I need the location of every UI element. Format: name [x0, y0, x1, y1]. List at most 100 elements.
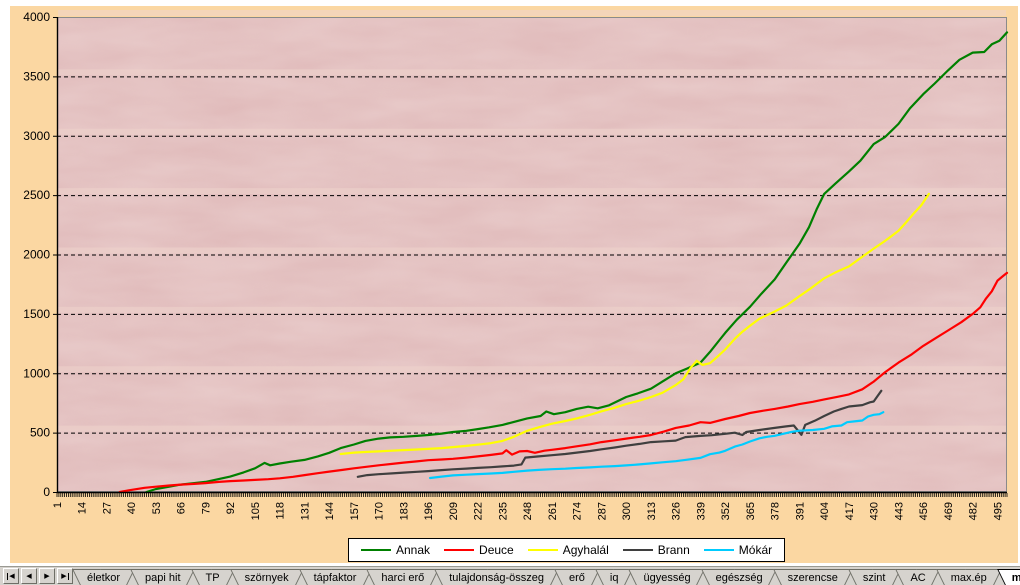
x-axis-label: 482 — [968, 502, 980, 520]
sheet-tabs: életkor papi hit TP szörnyek tápfaktor harci … — [76, 567, 1020, 585]
y-axis-ticks — [53, 17, 57, 493]
x-axis-label: 248 — [522, 502, 534, 520]
first-sheet-icon: ◀ — [7, 572, 15, 580]
x-axis-ticks — [56, 493, 1008, 497]
legend-label: Deuce — [479, 543, 514, 557]
axis-lines — [56, 17, 1007, 494]
chart-legend[interactable]: Annak Deuce Agyhalál Brann Mókár — [348, 538, 786, 562]
last-sheet-icon: ▶ — [61, 572, 69, 580]
sheet-tab-label: papi hit — [145, 572, 181, 584]
sheet-tab-tulajdonság-összeg[interactable]: tulajdonság-összeg — [438, 569, 555, 585]
sheet-tab-életkor[interactable]: életkor — [76, 569, 131, 585]
x-axis-label: 417 — [844, 502, 856, 520]
x-axis-label: 157 — [349, 502, 361, 520]
plot-light-band — [58, 69, 1006, 76]
sheet-tab-label: erő — [569, 572, 585, 584]
sheet-tab-egészség[interactable]: egészség — [705, 569, 774, 585]
sheet-tab-max.vp[interactable]: max.vp — [1001, 569, 1020, 585]
series-agyhalál — [339, 192, 931, 456]
legend-line-swatch-icon — [361, 549, 391, 551]
chart-plot: 0 500 1000 1500 2000 2500 3000 3500 4000 1 14 27 40 5… — [23, 10, 1009, 520]
legend-line-swatch-icon — [527, 549, 558, 551]
sheet-tab-label: tulajdonság-összeg — [449, 572, 545, 584]
sheet-tab-szörnyek[interactable]: szörnyek — [234, 569, 300, 585]
x-axis-label: 79 — [201, 502, 213, 514]
sheet-tab-szint[interactable]: szint — [852, 569, 897, 585]
prev-sheet-button[interactable]: ◀ — [21, 568, 37, 584]
sheet-tab-harci-erő[interactable]: harci erő — [370, 569, 435, 585]
x-axis-label: 430 — [869, 502, 881, 520]
prev-sheet-icon: ◀ — [26, 572, 32, 580]
legend-label: Brann — [657, 543, 690, 557]
sheet-tab-tp[interactable]: TP — [195, 569, 231, 585]
plot-light-band — [58, 306, 1006, 313]
y-axis-label: 2000 — [23, 248, 50, 262]
x-axis-label: 14 — [77, 502, 89, 514]
plot-light-band — [58, 128, 1006, 135]
x-axis-label: 1 — [52, 502, 64, 508]
x-axis-label: 118 — [275, 502, 287, 520]
x-axis-label: 365 — [745, 502, 757, 520]
x-axis-label: 27 — [102, 502, 114, 514]
y-axis-label: 4000 — [23, 10, 50, 24]
y-axis-label: 1500 — [23, 307, 50, 321]
sheet-tab-tápfaktor[interactable]: tápfaktor — [303, 569, 368, 585]
y-axis-label: 0 — [43, 485, 50, 499]
x-axis-label: 378 — [770, 502, 782, 520]
series-deuce — [118, 271, 1009, 494]
sheet-tab-label: életkor — [87, 572, 121, 584]
x-axis-label: 235 — [498, 502, 510, 520]
plot-light-band — [58, 247, 1006, 254]
series-annak — [145, 31, 1009, 494]
series-brann — [356, 389, 883, 478]
x-axis-label: 261 — [547, 502, 559, 520]
x-axis-label: 339 — [696, 502, 708, 520]
sheet-tab-label: szint — [862, 572, 886, 584]
first-sheet-button[interactable]: ◀ — [3, 568, 19, 584]
legend-label: Agyhalál — [562, 543, 609, 557]
x-axis-label: 469 — [943, 502, 955, 520]
sheet-tab-erő[interactable]: erő — [558, 569, 596, 585]
sheet-tab-label: max.ép — [950, 572, 987, 584]
sheet-tab-label: iq — [609, 572, 619, 584]
sheet-tab-ac[interactable]: AC — [899, 569, 936, 585]
x-axis-label: 443 — [894, 502, 906, 520]
chart-sheet: 0 500 1000 1500 2000 2500 3000 3500 4000 1 14 27 40 5… — [10, 6, 1018, 563]
sheet-tab-label: TP — [205, 572, 220, 584]
legend-line-swatch-icon — [444, 549, 475, 551]
x-axis-label: 352 — [720, 502, 732, 520]
x-axis-label: 105 — [250, 502, 262, 520]
x-axis-label: 274 — [572, 502, 584, 520]
x-axis-label: 66 — [176, 502, 188, 514]
last-sheet-button[interactable]: ▶ — [57, 568, 73, 584]
legend-item-mókár[interactable]: Mókár — [703, 543, 772, 557]
y-axis-label: 2500 — [23, 188, 50, 202]
sheet-tab-ügyesség[interactable]: ügyesség — [632, 569, 701, 585]
sheet-tab-label: tápfaktor — [313, 572, 357, 584]
legend-item-brann[interactable]: Brann — [622, 543, 690, 557]
y-axis-label: 1000 — [23, 366, 50, 380]
plot-light-band — [58, 366, 1006, 373]
sheet-tab-label: szörnyek — [244, 572, 289, 584]
legend-line-swatch-icon — [622, 549, 653, 551]
next-sheet-button[interactable]: ▶ — [39, 568, 55, 584]
legend-item-agyhalál[interactable]: Agyhalál — [527, 543, 609, 557]
x-axis-label: 53 — [151, 502, 163, 514]
legend-item-deuce[interactable]: Deuce — [444, 543, 514, 557]
plot-light-band — [58, 10, 1006, 16]
x-axis-label: 170 — [374, 502, 386, 520]
x-axis-label: 196 — [423, 502, 435, 520]
legend-item-annak[interactable]: Annak — [361, 543, 430, 557]
y-axis-label: 3500 — [23, 69, 50, 83]
x-axis-label: 209 — [448, 502, 460, 520]
y-axis-label: 3000 — [23, 129, 50, 143]
sheet-tab-bar: ◀ ◀ ▶ ▶ életkor papi hit TP szörnyek tápfaktor h… — [0, 566, 1020, 585]
sheet-tab-label: AC — [910, 572, 926, 584]
sheet-tab-papi-hit[interactable]: papi hit — [134, 569, 191, 585]
sheet-tab-iq[interactable]: iq — [599, 569, 630, 585]
x-axis-label: 326 — [671, 502, 683, 520]
sheet-tab-max.ép[interactable]: max.ép — [940, 569, 998, 585]
sheet-tab-szerencse[interactable]: szerencse — [777, 569, 849, 585]
legend-line-swatch-icon — [703, 549, 734, 551]
x-axis-label: 300 — [621, 502, 633, 520]
